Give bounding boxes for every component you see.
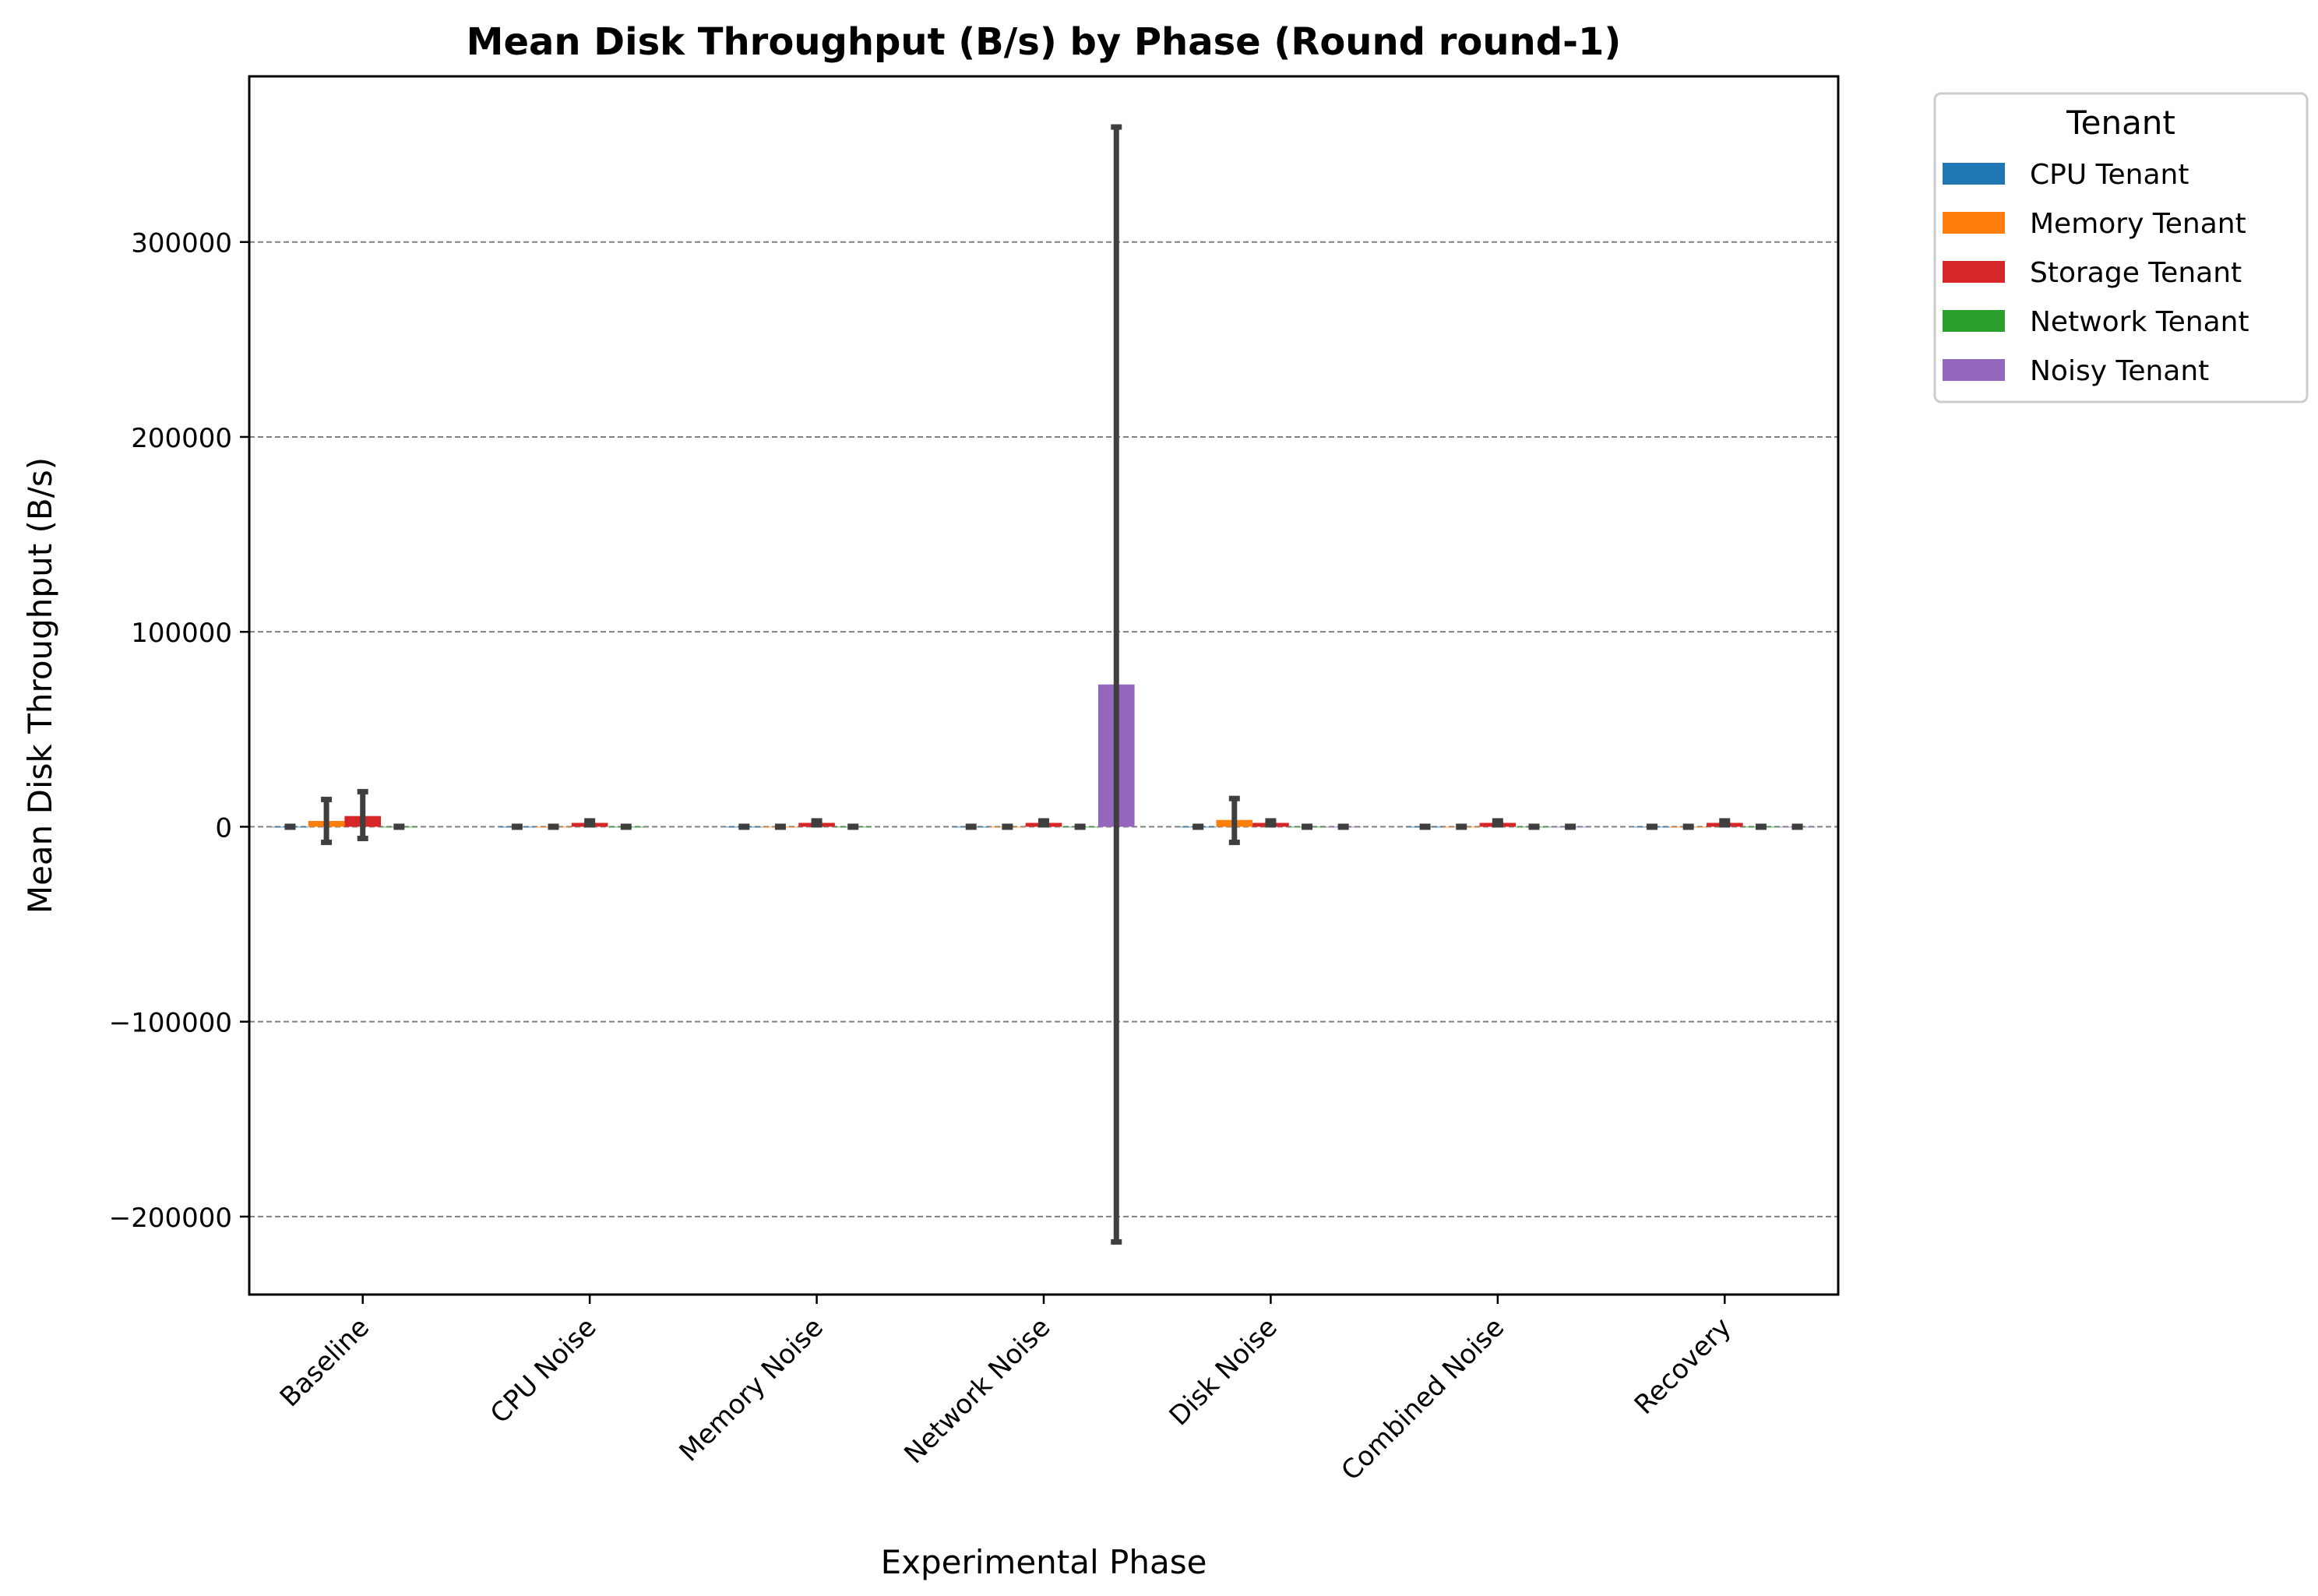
legend-swatch xyxy=(1943,261,2005,283)
y-tick-label: 200000 xyxy=(131,423,232,454)
error-bar xyxy=(1755,823,1767,830)
x-tick-label: Network Noise xyxy=(898,1312,1056,1470)
error-bar xyxy=(1682,823,1694,830)
x-tick-label: Combined Noise xyxy=(1335,1312,1510,1487)
error-bar xyxy=(1647,823,1658,830)
error-bar xyxy=(774,823,786,830)
error-bar xyxy=(1791,823,1803,830)
error-bar xyxy=(1528,823,1540,830)
y-tick-label: 0 xyxy=(215,812,232,844)
legend-swatch xyxy=(1943,310,2005,332)
legend-box xyxy=(1933,92,2309,403)
error-bar xyxy=(1192,823,1204,830)
error-bar xyxy=(965,823,977,830)
legend-title: Tenant xyxy=(2066,104,2175,142)
plot-frame xyxy=(248,75,1840,1296)
error-bar xyxy=(1456,823,1467,830)
bars xyxy=(272,684,1816,828)
error-bar xyxy=(1565,823,1576,830)
legend-label: CPU Tenant xyxy=(2030,159,2189,191)
gridlines xyxy=(249,241,1838,1217)
error-bar xyxy=(284,823,296,830)
legend-swatch xyxy=(1943,212,2005,234)
error-bar xyxy=(548,823,559,830)
legend-label: Noisy Tenant xyxy=(2030,355,2209,387)
x-axis-label: Experimental Phase xyxy=(881,1543,1207,1581)
error-bar xyxy=(1302,823,1313,830)
y-tick-label: −200000 xyxy=(109,1203,232,1234)
error-bar xyxy=(1419,823,1431,830)
error-bar xyxy=(511,823,523,830)
y-tick-label: −100000 xyxy=(109,1008,232,1039)
x-tick-label: Memory Noise xyxy=(674,1312,830,1467)
x-tick-label: Baseline xyxy=(274,1312,375,1413)
error-bars xyxy=(284,124,1803,1245)
x-axis: Baseline CPU Noise Memory Noise Network Noi… xyxy=(274,1295,1738,1487)
legend-label: Storage Tenant xyxy=(2030,257,2242,289)
chart-title: Mean Disk Throughput (B/s) by Phase (Rou… xyxy=(467,20,1622,64)
legend-items: CPU Tenant Memory Tenant Storage Tenant Net… xyxy=(1943,159,2249,387)
error-bar xyxy=(1337,823,1349,830)
y-axis: −200000 −100000 0 100000 200000 300000 xyxy=(109,228,249,1234)
error-bar xyxy=(738,823,750,830)
error-bar xyxy=(1074,823,1086,830)
error-bar xyxy=(393,823,405,830)
legend-label: Memory Tenant xyxy=(2030,208,2246,240)
y-tick-label: 100000 xyxy=(131,618,232,649)
legend: Tenant CPU Tenant Memory Tenant Storage Te… xyxy=(1933,92,2309,403)
error-bar xyxy=(1002,823,1013,830)
legend-label: Network Tenant xyxy=(2030,306,2249,338)
x-tick-label: Disk Noise xyxy=(1164,1312,1284,1432)
x-tick-label: Recovery xyxy=(1629,1312,1738,1421)
legend-swatch xyxy=(1943,359,2005,381)
legend-swatch xyxy=(1943,163,2005,185)
x-tick-label: CPU Noise xyxy=(484,1312,602,1429)
error-bar xyxy=(620,823,632,830)
y-tick-label: 300000 xyxy=(131,228,232,259)
error-bar xyxy=(847,823,859,830)
y-axis-label: Mean Disk Throughput (B/s) xyxy=(21,457,59,914)
